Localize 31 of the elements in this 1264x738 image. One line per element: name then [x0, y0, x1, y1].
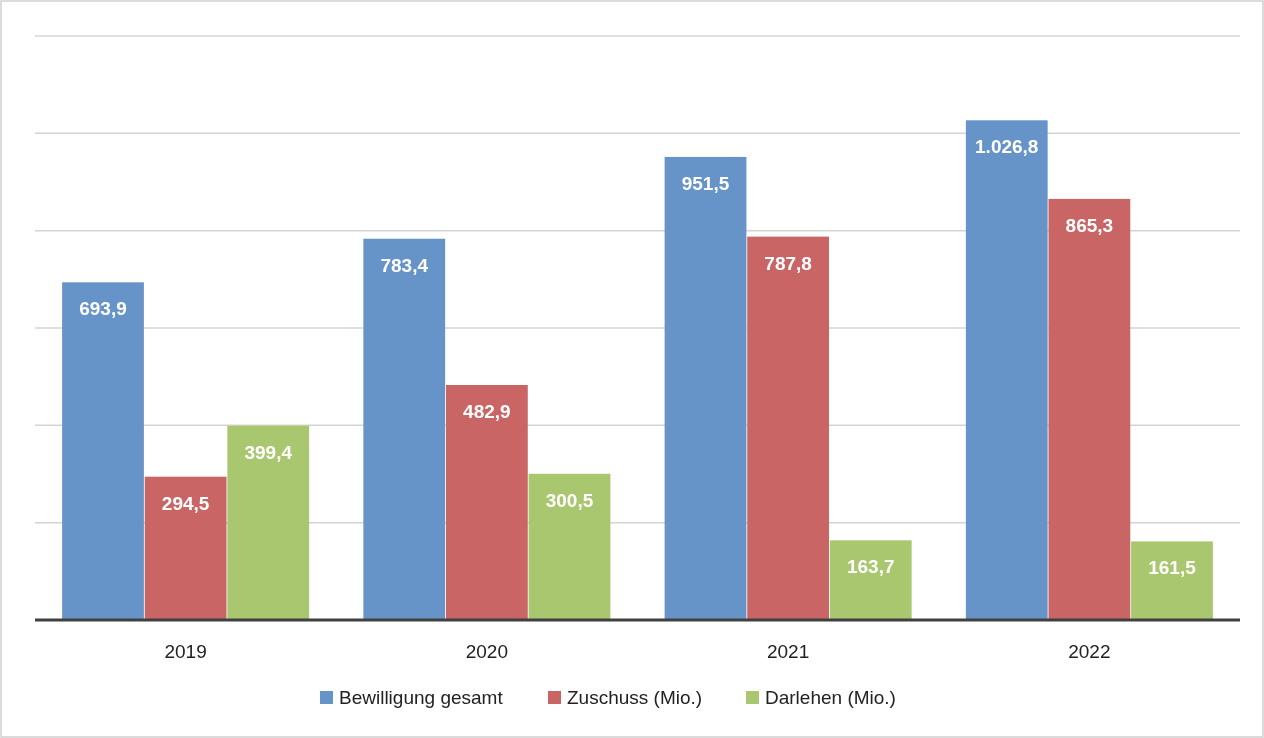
bar — [144, 476, 227, 620]
bar — [747, 236, 830, 620]
bar — [445, 384, 528, 620]
data-label: 787,8 — [764, 252, 812, 274]
bar — [965, 120, 1048, 620]
bar — [1048, 198, 1131, 620]
data-label: 294,5 — [161, 492, 210, 514]
data-label: 163,7 — [846, 556, 895, 578]
legend-label: Bewilligung gesamt — [339, 687, 504, 708]
data-label: 482,9 — [463, 400, 511, 422]
x-tick-label: 2019 — [164, 641, 207, 662]
data-label: 300,5 — [545, 489, 594, 511]
bar — [62, 282, 144, 620]
data-label: 1.026,8 — [975, 136, 1039, 158]
x-tick-label: 2020 — [465, 641, 509, 662]
bar — [363, 238, 446, 620]
x-tick-label: 2021 — [766, 641, 810, 662]
data-label: 399,4 — [244, 441, 293, 463]
bar — [528, 473, 611, 620]
data-label: 951,5 — [681, 172, 730, 194]
x-tick-label: 2022 — [1068, 641, 1111, 662]
legend-label: Darlehen (Mio.) — [765, 687, 896, 708]
data-label: 865,3 — [1065, 214, 1114, 236]
bar — [829, 540, 912, 620]
data-label: 693,9 — [79, 298, 127, 320]
data-label: 161,5 — [1148, 557, 1197, 579]
bar — [664, 156, 747, 620]
legend-label: Zuschuss (Mio.) — [567, 687, 703, 708]
data-label: 783,4 — [380, 254, 429, 276]
bar — [1131, 541, 1213, 620]
bar — [227, 425, 310, 620]
